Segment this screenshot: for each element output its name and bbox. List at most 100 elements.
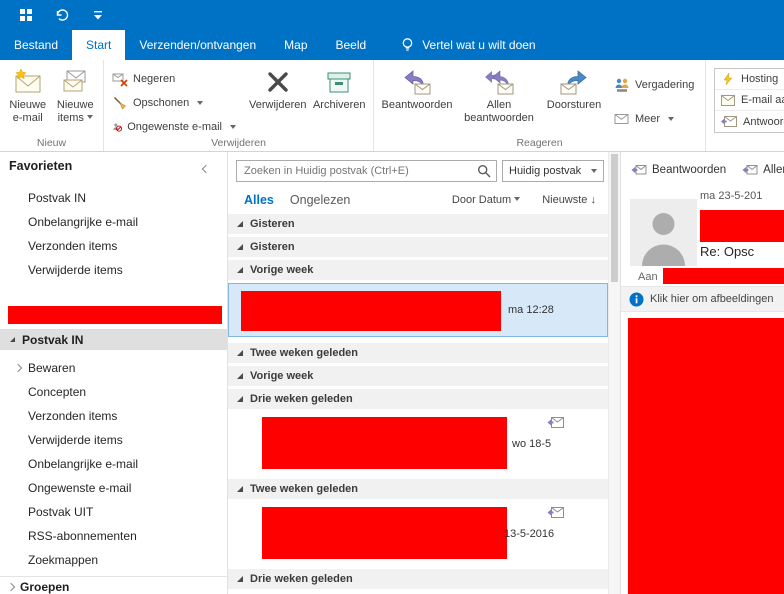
new-items-button[interactable]: Nieuwe items [52, 66, 100, 124]
sidebar-item-zoekmappen[interactable]: Zoekmappen [28, 553, 99, 567]
dropdown-caret-icon [514, 197, 521, 201]
reply-all-icon [742, 165, 758, 175]
quick-step-label: E-mail aa [741, 94, 784, 106]
group-header[interactable]: Gisteren [228, 237, 608, 257]
tab-start[interactable]: Start [72, 30, 126, 60]
opschonen-button[interactable]: Opschonen [108, 92, 240, 114]
redacted-message-body [628, 318, 784, 594]
quick-step-email[interactable]: E-mail aa [715, 90, 784, 111]
group-header[interactable]: Vorige week [228, 366, 608, 386]
group-header[interactable]: Twee weken geleden [228, 343, 608, 363]
group-header-label: Gisteren [250, 241, 295, 253]
favorite-verzonden-items[interactable]: Verzonden items [28, 239, 118, 253]
message-list: Gisteren Gisteren Vorige week ma 12:28 T… [228, 214, 608, 594]
title-bar [0, 0, 784, 30]
sort-order-toggle[interactable]: Nieuwste ↓ [542, 194, 596, 206]
sort-by-dropdown[interactable]: Door Datum [452, 194, 521, 206]
favorite-verwijderde-items[interactable]: Verwijderde items [28, 263, 123, 277]
reading-reply-button[interactable]: Beantwoorden [631, 164, 726, 176]
group-header[interactable]: Vorige week [228, 260, 608, 280]
new-email-label: Nieuwe e-mail [9, 99, 47, 124]
folder-label: Bewaren [28, 361, 76, 375]
vergadering-button[interactable]: Vergadering [610, 74, 698, 96]
archiveren-label: Archiveren [312, 99, 366, 111]
undo-button[interactable] [52, 5, 72, 25]
negeren-label: Negeren [133, 73, 176, 85]
email-list-item[interactable]: 13-5-2016 [228, 502, 608, 562]
archiveren-button[interactable]: Archiveren [309, 66, 369, 112]
person-silhouette-icon [630, 199, 697, 266]
tab-beeld[interactable]: Beeld [335, 38, 367, 52]
favorites-header: Favorieten [9, 159, 73, 173]
beantwoorden-button[interactable]: Beantwoorden [378, 66, 456, 112]
filter-tab-ongelezen[interactable]: Ongelezen [289, 193, 351, 207]
ribbon-group-verwijderen: Negeren Opschonen Ongewenste e-mail [104, 60, 374, 151]
tell-me-label: Vertel wat u wilt doen [422, 38, 536, 52]
group-header-label: Twee weken geleden [250, 483, 359, 495]
verwijderen-button[interactable]: Verwijderen [246, 66, 309, 112]
tell-me-box[interactable]: Vertel wat u wilt doen [400, 30, 536, 60]
sidebar-item-onbelangrijke-email[interactable]: Onbelangrijke e-mail [28, 457, 139, 471]
search-scope-dropdown[interactable]: Huidig postvak [502, 160, 604, 182]
dropdown-caret-icon [230, 125, 236, 129]
scrollbar-thumb[interactable] [611, 154, 618, 282]
dropdown-caret-icon [197, 101, 204, 105]
email-list-item[interactable]: wo 18-5 [228, 412, 608, 472]
quick-step-hosting[interactable]: Hosting [715, 69, 784, 90]
collapse-triangle-icon [237, 576, 243, 582]
allen-beantwoorden-button[interactable]: Allen beantwoorden [456, 66, 542, 124]
sidebar-item-postvak-in-selected[interactable]: Postvak IN [0, 329, 227, 350]
new-email-button[interactable]: Nieuwe e-mail [4, 66, 52, 124]
quick-access-grid-icon[interactable] [16, 5, 36, 25]
favorite-onbelangrijke-email[interactable]: Onbelangrijke e-mail [28, 215, 139, 229]
search-input[interactable] [236, 160, 497, 182]
lightning-icon [723, 72, 733, 86]
to-label: Aan [638, 271, 658, 283]
doorsturen-button[interactable]: Doorsturen [542, 66, 606, 112]
group-header-label: Gisteren [250, 218, 295, 230]
sidebar-item-concepten[interactable]: Concepten [28, 385, 87, 399]
reply-label: Beantwoorden [652, 164, 727, 176]
minimize-folder-pane-button[interactable] [201, 161, 215, 174]
tab-map[interactable]: Map [284, 38, 308, 52]
message-list-scrollbar[interactable] [608, 152, 620, 594]
group-label-nieuw: Nieuw [36, 137, 67, 149]
sidebar-item-bewaren[interactable]: Bewaren [0, 356, 227, 380]
tab-verzenden-ontvangen[interactable]: Verzenden/ontvangen [139, 38, 257, 52]
reading-reply-all-button[interactable]: Allen [742, 164, 784, 176]
sidebar-item-verwijderde-items[interactable]: Verwijderde items [28, 433, 123, 447]
sidebar-item-ongewenste-email[interactable]: Ongewenste e-mail [28, 481, 132, 495]
archive-box-icon [327, 72, 351, 93]
group-header[interactable]: Drie weken geleden [228, 389, 608, 409]
collapse-triangle-icon [237, 373, 243, 379]
group-header[interactable]: Twee weken geleden [228, 479, 608, 499]
group-header-label: Vorige week [250, 370, 314, 382]
favorite-postvak-in[interactable]: Postvak IN [28, 191, 87, 205]
filter-tab-alles[interactable]: Alles [244, 193, 274, 207]
sidebar-item-verzonden-items[interactable]: Verzonden items [28, 409, 118, 423]
negeren-button[interactable]: Negeren [108, 68, 240, 90]
download-images-infobar[interactable]: Klik hier om afbeeldingen [621, 286, 784, 312]
reading-pane: Beantwoorden Allen ma 23-5-201 Re: Opsc … [620, 152, 784, 594]
selected-folder-label: Postvak IN [22, 332, 84, 347]
info-icon [629, 292, 644, 306]
junk-block-icon [113, 123, 123, 132]
redacted-sender-name [700, 210, 784, 242]
sidebar-item-groepen[interactable]: Groepen [0, 576, 227, 594]
expand-chevron-icon [6, 582, 16, 591]
sidebar-item-rss-abonnementen[interactable]: RSS-abonnementen [28, 529, 137, 543]
ongewenste-email-button[interactable]: Ongewenste e-mail [108, 116, 240, 138]
email-date: ma 12:28 [508, 304, 554, 316]
sort-down-arrow-icon: ↓ [590, 194, 597, 206]
customize-quick-access-button[interactable] [88, 5, 108, 25]
tab-bestand[interactable]: Bestand [14, 38, 59, 52]
email-list-item-selected[interactable]: ma 12:28 [228, 283, 608, 337]
reply-envelope-icon [721, 116, 737, 127]
search-icon[interactable] [477, 164, 491, 178]
quick-step-antwoorden[interactable]: Antwoorde [715, 111, 784, 132]
group-header[interactable]: Gisteren [228, 214, 608, 234]
reply-all-icon [485, 70, 514, 95]
sidebar-item-postvak-uit[interactable]: Postvak UIT [28, 505, 94, 519]
meer-button[interactable]: Meer [610, 108, 698, 130]
group-header[interactable]: Drie weken geleden [228, 569, 608, 589]
